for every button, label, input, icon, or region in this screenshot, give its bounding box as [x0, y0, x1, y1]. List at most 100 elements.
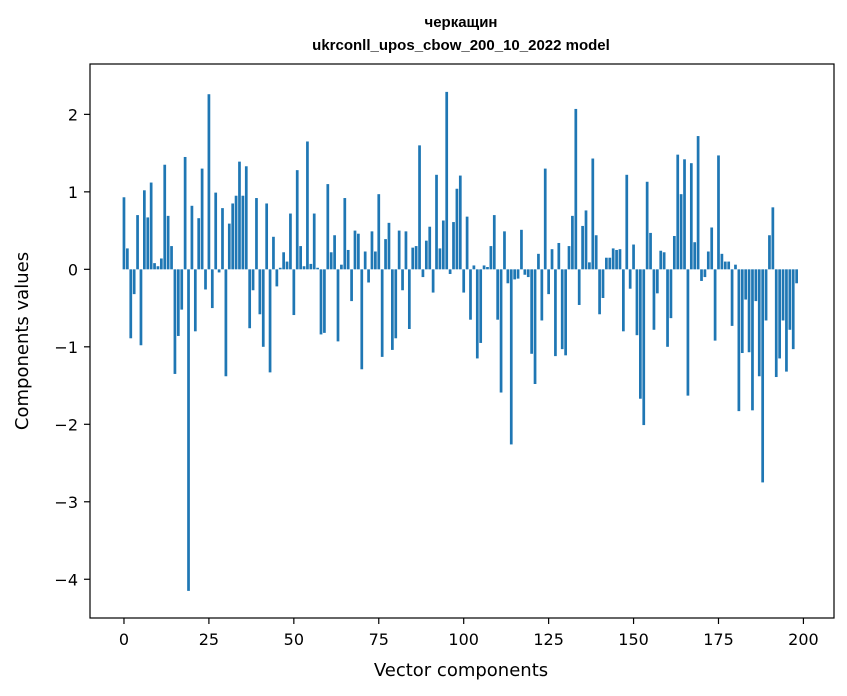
- bar: [791, 269, 795, 350]
- bar: [424, 240, 428, 270]
- bar: [540, 269, 544, 321]
- bar: [452, 222, 455, 270]
- bar: [441, 220, 445, 270]
- bar: [781, 269, 785, 321]
- bar: [509, 269, 513, 445]
- bar: [768, 235, 771, 270]
- bar: [608, 257, 612, 270]
- bar: [360, 269, 364, 370]
- bar: [757, 269, 761, 377]
- bar: [170, 246, 173, 270]
- bar: [377, 194, 381, 270]
- bar: [156, 266, 160, 270]
- bar: [153, 263, 156, 270]
- bar: [520, 229, 523, 270]
- bar: [717, 155, 720, 270]
- y-tick-label: −1: [54, 338, 78, 357]
- bar: [136, 215, 139, 270]
- bar: [302, 266, 306, 270]
- bar: [639, 269, 642, 399]
- bar: [438, 248, 442, 270]
- bar: [272, 236, 275, 270]
- bar: [122, 197, 126, 270]
- bar: [615, 249, 618, 270]
- bar: [740, 269, 744, 354]
- bar: [285, 261, 289, 270]
- plot-frame: [89, 63, 835, 619]
- bar: [533, 269, 537, 384]
- bar: [482, 265, 486, 270]
- bar: [632, 244, 635, 270]
- bar: [159, 258, 163, 270]
- bar: [706, 251, 710, 270]
- bar: [129, 269, 133, 339]
- bar: [261, 269, 265, 347]
- x-tick-label: 25: [199, 630, 219, 649]
- bar: [723, 261, 727, 270]
- bar: [397, 230, 401, 270]
- bar: [224, 269, 228, 377]
- bar: [462, 269, 466, 293]
- bar: [564, 269, 567, 356]
- bar: [214, 192, 218, 270]
- bar: [696, 136, 700, 270]
- bar: [666, 269, 669, 347]
- bar: [448, 269, 452, 274]
- bar: [210, 269, 214, 309]
- bar: [489, 246, 493, 270]
- bar: [761, 269, 765, 483]
- bar: [227, 223, 231, 270]
- x-tick-label: 125: [533, 630, 564, 649]
- bar: [132, 269, 136, 295]
- bar: [268, 269, 272, 373]
- bar: [126, 248, 129, 270]
- x-tick-label: 0: [119, 630, 129, 649]
- x-axis-label: Vector components: [374, 660, 548, 681]
- bar: [472, 265, 476, 270]
- bar: [295, 170, 299, 270]
- bar: [312, 213, 316, 270]
- bar: [499, 269, 503, 393]
- bar: [431, 269, 435, 293]
- bar: [374, 251, 377, 270]
- bar: [244, 166, 248, 270]
- bar: [567, 246, 571, 270]
- bar: [778, 269, 781, 359]
- bar: [350, 269, 353, 302]
- bar: [367, 269, 370, 283]
- bar: [503, 231, 506, 270]
- bar: [649, 232, 652, 270]
- bar: [557, 242, 561, 270]
- bar: [289, 213, 292, 270]
- bar: [465, 216, 469, 270]
- bar: [611, 248, 615, 270]
- bar: [316, 267, 319, 270]
- bar: [771, 207, 775, 270]
- bar: [163, 164, 167, 270]
- bar: [513, 269, 517, 280]
- y-tick-label: 0: [68, 260, 78, 279]
- bar: [642, 269, 646, 426]
- bar: [299, 246, 302, 270]
- bar: [543, 168, 547, 270]
- bar: [234, 195, 238, 270]
- bar: [278, 267, 282, 270]
- bar: [560, 269, 564, 350]
- bar: [363, 251, 367, 270]
- bar: [662, 252, 666, 270]
- bar: [605, 257, 608, 270]
- bar: [445, 91, 449, 270]
- bar: [282, 252, 285, 270]
- x-axis-ticks: 0 25 50 75 100 125 150 175 200: [119, 618, 819, 649]
- bar: [676, 154, 680, 270]
- bar: [248, 269, 252, 329]
- bar: [628, 269, 632, 289]
- bar: [166, 215, 170, 270]
- bar: [751, 269, 754, 411]
- chart-title-line-2: ukrconll_upos_cbow_200_10_2022 model: [312, 37, 610, 54]
- bar: [146, 217, 150, 270]
- bar: [550, 249, 554, 270]
- bar: [238, 161, 241, 270]
- bar: [785, 269, 788, 372]
